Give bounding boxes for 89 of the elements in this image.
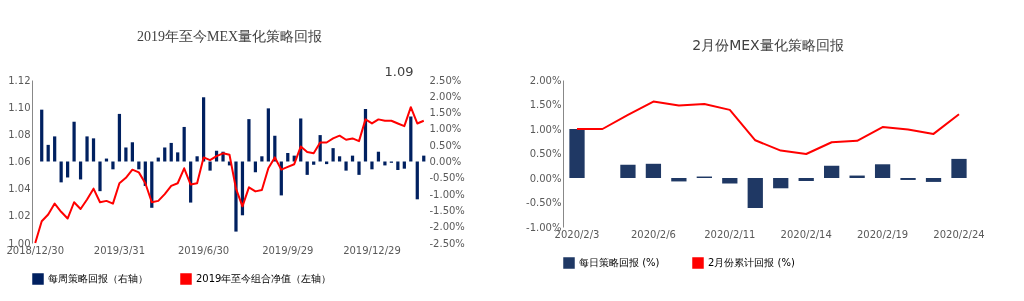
bar <box>951 158 967 178</box>
bar <box>182 126 186 162</box>
bar <box>798 178 814 181</box>
bar <box>824 165 840 178</box>
y2-tick-label: 1.50% <box>429 107 462 119</box>
bar <box>747 178 763 208</box>
bar <box>337 156 342 162</box>
chart-title: 2月份MEX量化策略回报 <box>692 37 844 53</box>
bar <box>645 163 662 178</box>
y2-tick-label: 2.00% <box>429 90 462 102</box>
y2-tick-label: -2.00% <box>429 221 465 233</box>
x-tick-label: 2019/6/30 <box>177 244 230 256</box>
x-tick-label: 2020/2/24 <box>933 228 985 240</box>
bar <box>247 119 251 162</box>
bar <box>163 147 167 162</box>
bar <box>117 113 122 162</box>
x-tick-label: 2019/12/29 <box>343 244 401 256</box>
bar <box>266 108 270 162</box>
legend-label: 每日策略回报 (%) <box>579 257 660 268</box>
bar <box>130 142 134 162</box>
y2-tick-label: -1.50% <box>429 204 465 216</box>
bar <box>773 178 789 189</box>
bar <box>208 161 212 171</box>
y-tick-label: 2.00% <box>529 74 562 86</box>
y2-tick-label: -0.50% <box>429 172 465 184</box>
y2-tick-label: -2.50% <box>429 237 465 249</box>
bar <box>156 157 160 162</box>
y2-tick-label: -1.00% <box>429 188 465 200</box>
y-tick-label: 0.00% <box>529 172 562 184</box>
y2-tick-label: 0.50% <box>429 139 462 151</box>
bar <box>415 161 419 200</box>
bar <box>176 152 180 162</box>
bar <box>46 144 50 162</box>
y-tick-label: 1.06 <box>8 156 31 167</box>
bar <box>409 116 413 162</box>
legend-label: 2019年至今组合净值（左轴） <box>196 273 332 284</box>
x-tick-label: 2020/2/19 <box>856 228 909 240</box>
y2-tick-label: 0.00% <box>429 156 462 167</box>
line-series <box>576 100 960 155</box>
bar <box>569 129 585 178</box>
x-tick-label: 2019/3/31 <box>93 244 146 256</box>
y-tick-label: 1.02 <box>8 210 31 222</box>
bar <box>53 136 57 162</box>
bar <box>260 156 264 162</box>
bar <box>402 161 406 169</box>
x-tick-label: 2020/2/6 <box>630 228 676 240</box>
y2-tick-label: 1.00% <box>429 123 462 135</box>
y-tick-label: -0.50% <box>526 197 562 208</box>
text: 1.09 <box>384 64 414 79</box>
bar <box>357 161 361 175</box>
bar <box>383 161 387 166</box>
bar <box>370 161 374 170</box>
bar <box>671 178 687 182</box>
bar <box>620 164 636 178</box>
bar <box>331 148 335 162</box>
bar <box>85 136 89 162</box>
legend-label: 2月份累计回报 (%) <box>708 257 795 268</box>
y-tick-label: 1.50% <box>529 99 562 110</box>
y-tick-label: 1.10 <box>8 101 31 113</box>
bar <box>91 138 96 162</box>
bar <box>344 161 348 171</box>
x-tick-label: 2019/9/29 <box>262 244 314 256</box>
bar <box>98 161 102 192</box>
y-tick-label: 0.50% <box>529 148 562 159</box>
bar <box>305 161 309 175</box>
bar <box>72 121 76 162</box>
x-tick-label: 2020/2/14 <box>780 228 832 240</box>
bar <box>124 147 128 162</box>
bar <box>104 158 109 162</box>
legend-label: 每周策略回报（右轴） <box>48 273 148 284</box>
bar <box>874 164 891 178</box>
y-tick-label: 1.12 <box>8 74 31 86</box>
y-tick-label: 1.00% <box>529 123 562 135</box>
bar <box>925 178 942 182</box>
x-tick-label: 2020/2/11 <box>704 228 756 240</box>
bar <box>422 155 426 162</box>
bar <box>286 153 290 162</box>
bar <box>169 142 173 162</box>
bar <box>195 156 199 162</box>
chart-title: 2019年至今MEX量化策略回报 <box>136 29 323 44</box>
y2-tick-label: 2.50% <box>429 74 462 86</box>
bar <box>376 151 381 162</box>
bar <box>111 161 115 170</box>
bar <box>722 178 738 184</box>
bar <box>40 109 44 162</box>
y-tick-label: 1.08 <box>8 128 31 140</box>
line-series <box>34 106 425 244</box>
y-tick-label: 1.04 <box>8 183 31 195</box>
bar <box>350 155 355 162</box>
